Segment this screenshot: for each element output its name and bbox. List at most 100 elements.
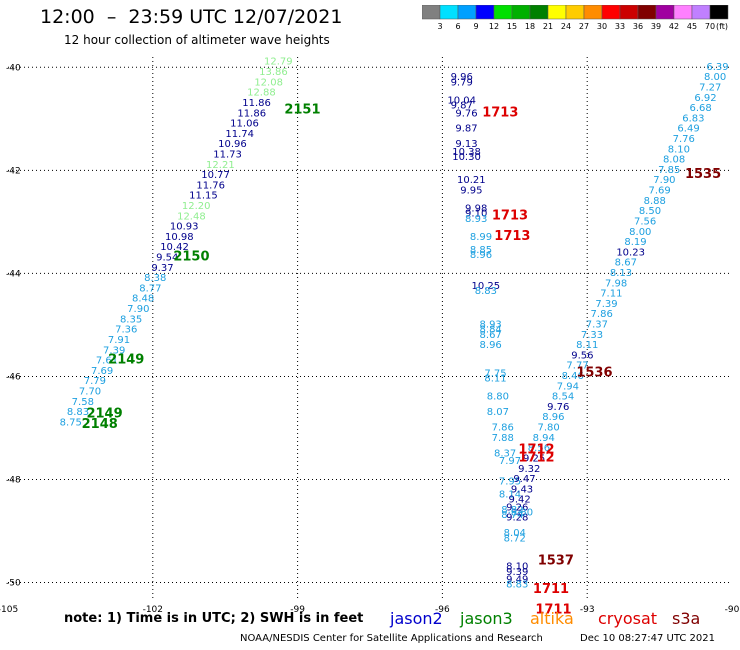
wave-height-label: 12.21 bbox=[206, 160, 235, 171]
pass-number-label: 1711 bbox=[535, 602, 571, 617]
wave-height-label: 7.94 bbox=[557, 381, 579, 392]
wave-height-label: 8.46 bbox=[562, 371, 584, 382]
wave-height-label: 12.08 bbox=[254, 77, 283, 88]
wave-height-label: 7.90 bbox=[127, 304, 149, 315]
wave-height-label: 8.08 bbox=[663, 155, 685, 166]
wave-height-label: 11.73 bbox=[213, 149, 242, 160]
wave-height-label: 8.94 bbox=[533, 433, 555, 444]
wave-height-label: 8.10 bbox=[668, 144, 690, 155]
wave-height-label: 11.76 bbox=[196, 180, 225, 191]
wave-height-label: 12.79 bbox=[264, 57, 293, 68]
wave-height-label: 11.15 bbox=[189, 191, 218, 202]
wave-height-label: 9.76 bbox=[455, 108, 477, 119]
wave-height-label: 10.30 bbox=[452, 152, 481, 163]
wave-height-label: 7.27 bbox=[699, 82, 721, 93]
wave-height-label: 8.00 bbox=[704, 72, 726, 83]
colorbar-tick-label: 42 bbox=[668, 22, 680, 31]
wave-height-label: 8.07 bbox=[487, 407, 509, 418]
wave-height-label: 8.74 bbox=[501, 510, 523, 521]
wave-height-label: 8.19 bbox=[624, 237, 646, 248]
colorbar-swatch bbox=[583, 5, 603, 20]
wave-height-label: 9.49 bbox=[506, 575, 528, 586]
colorbar-unit: (ft) bbox=[716, 22, 729, 31]
wave-height-label: 9.10 bbox=[465, 209, 487, 220]
wave-height-label: 7.88 bbox=[492, 433, 514, 444]
legend-s3a: s3a bbox=[672, 609, 701, 628]
wave-height-label: 10.96 bbox=[218, 139, 247, 150]
x-tick-label: -102 bbox=[143, 605, 163, 615]
wave-height-label: 7.69 bbox=[648, 186, 670, 197]
pass-number-label: 2151 bbox=[284, 103, 320, 118]
legend-jason2: jason2 bbox=[390, 609, 443, 628]
wave-height-label: 9.56 bbox=[571, 350, 593, 361]
colorbar-tick-label: 21 bbox=[542, 22, 554, 31]
wave-height-label: 8.83 bbox=[67, 407, 89, 418]
wave-height-label: 8.72 bbox=[504, 533, 526, 544]
wave-height-label: 6.49 bbox=[677, 124, 699, 135]
wave-height-label: 8.75 bbox=[60, 417, 82, 428]
y-tick-label: -40 bbox=[6, 63, 21, 73]
colorbar-swatch bbox=[601, 5, 621, 20]
wave-height-label: 7.37 bbox=[586, 320, 608, 331]
y-tick-label: -42 bbox=[6, 166, 21, 176]
wave-height-label: 9.96 bbox=[451, 72, 473, 83]
colorbar-swatch bbox=[709, 5, 729, 20]
wave-height-label: 9.42 bbox=[508, 495, 530, 506]
pass-number-label: 2148 bbox=[82, 417, 118, 432]
pass-number-label: 1537 bbox=[538, 554, 574, 569]
wave-height-label: 7.39 bbox=[595, 299, 617, 310]
y-tick-label: -44 bbox=[6, 269, 21, 279]
colorbar-tick-label: 24 bbox=[560, 22, 572, 31]
colorbar-swatch bbox=[673, 5, 693, 20]
legend-altika: altika bbox=[530, 609, 574, 628]
wave-height-label: 7.70 bbox=[79, 386, 101, 397]
wave-height-label: 10.77 bbox=[201, 170, 230, 181]
colorbar-tick-label: 18 bbox=[524, 22, 536, 31]
wave-height-label: 8.37 bbox=[494, 448, 516, 459]
wave-height-label: 7.90 bbox=[653, 175, 675, 186]
colorbar bbox=[422, 5, 729, 20]
wave-height-label: 7.36 bbox=[115, 325, 137, 336]
colorbar-swatch bbox=[511, 5, 531, 20]
colorbar-tick-label: 36 bbox=[632, 22, 644, 31]
wave-height-label: 8.77 bbox=[139, 283, 161, 294]
wave-height-label: 7.80 bbox=[537, 423, 559, 434]
wave-height-label: 7.86 bbox=[492, 423, 514, 434]
colorbar-tick-label: 45 bbox=[686, 22, 698, 31]
wave-height-label: 10.42 bbox=[160, 242, 189, 253]
pass-number-label: 2150 bbox=[173, 250, 209, 265]
note-text: note: 1) Time is in UTC; 2) SWH is in fe… bbox=[64, 611, 364, 626]
wave-height-label: 8.99 bbox=[470, 232, 492, 243]
wave-height-label: 7.75 bbox=[484, 368, 506, 379]
wave-height-label: 8.48 bbox=[132, 294, 154, 305]
pass-number-label: 1712 bbox=[518, 443, 554, 458]
wave-height-label: 11.74 bbox=[225, 129, 254, 140]
wave-height-label: 13.86 bbox=[259, 67, 288, 78]
colorbar-swatch bbox=[475, 5, 495, 20]
y-tick-label: -50 bbox=[6, 579, 21, 589]
wave-height-label: 8.84 bbox=[480, 325, 502, 336]
colorbar-tick-label: 27 bbox=[578, 22, 590, 31]
wave-height-label: 10.98 bbox=[165, 232, 194, 243]
colorbar-swatch bbox=[439, 5, 459, 20]
colorbar-swatch bbox=[565, 5, 585, 20]
footer-timestamp: Dec 10 08:27:47 UTC 2021 bbox=[580, 633, 715, 644]
wave-height-label: 8.00 bbox=[629, 227, 651, 238]
wave-height-label: 11.86 bbox=[242, 98, 271, 109]
wave-height-label: 9.39 bbox=[506, 567, 528, 578]
wave-height-label: 8.88 bbox=[644, 196, 666, 207]
wave-height-label: 8.04 bbox=[504, 528, 526, 539]
pass-number-label: 1713 bbox=[482, 105, 518, 120]
colorbar-tick-label: 3 bbox=[437, 22, 443, 31]
pass-number-label: 1536 bbox=[576, 365, 612, 380]
wave-height-label: 10.04 bbox=[447, 95, 476, 106]
wave-height-label: 8.38 bbox=[144, 273, 166, 284]
wave-height-label: 9.47 bbox=[513, 474, 535, 485]
wave-height-label: 7.77 bbox=[566, 361, 588, 372]
wave-height-label: 7.95 bbox=[499, 477, 521, 488]
wave-height-label: 7.97 bbox=[499, 456, 521, 467]
colorbar-tick-label: 39 bbox=[650, 22, 662, 31]
wave-height-label: 7.58 bbox=[72, 397, 94, 408]
chart-subtitle: 12 hour collection of altimeter wave hei… bbox=[64, 33, 330, 47]
